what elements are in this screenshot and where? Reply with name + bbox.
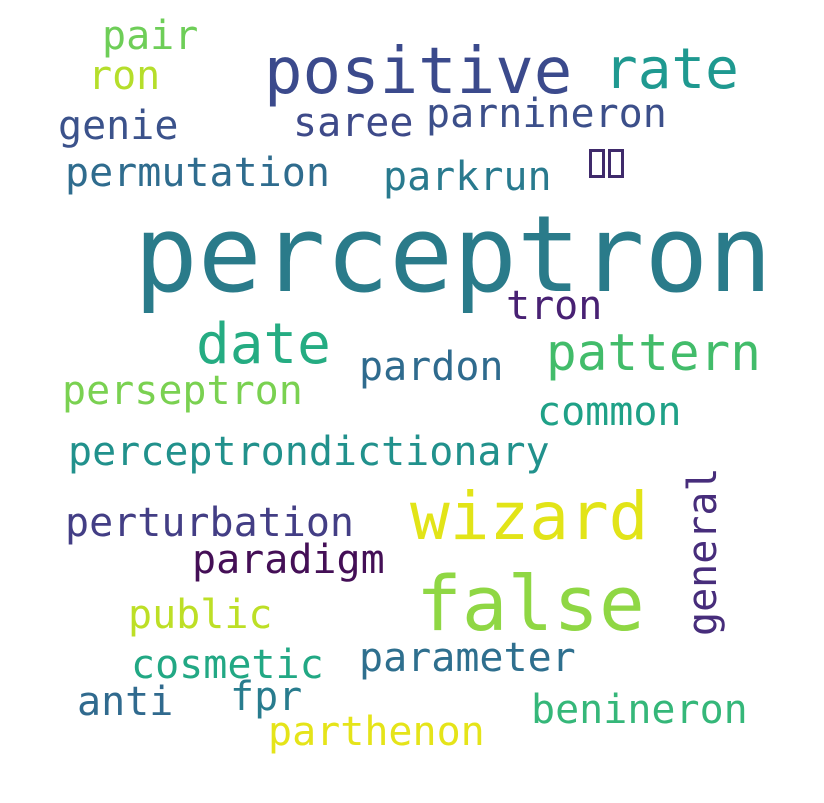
word-perturbation: perturbation [65,500,354,546]
word-pattern: pattern [546,324,761,383]
word-ron: ron [88,53,161,99]
word-common: common [537,389,682,435]
word-rate: rate [604,37,739,102]
word-public: public [128,592,273,638]
word-positive: positive [264,35,573,109]
word-parthenon: parthenon [268,709,485,755]
word-cosmetic: cosmetic [131,642,324,688]
word-general: general [680,467,726,636]
missing-glyph-icon [589,149,606,178]
word-paradigm: paradigm [192,537,385,583]
word-wizard: wizard [410,478,649,555]
missing-glyph-icon [608,149,625,178]
word-pardon: pardon [359,344,504,390]
word-tron: tron [506,283,603,329]
word-benineron: benineron [531,687,748,733]
word-perceptrondictionary: perceptrondictionary [68,429,550,475]
word-pair: pair [102,13,199,59]
word-fpr: fpr [230,674,303,720]
word-false: false [416,559,645,648]
word-saree: saree [293,100,414,146]
word-genie: genie [58,103,179,149]
word-perseptron: perseptron [62,368,303,414]
word-permutation: permutation [65,150,330,196]
word-parkrun: parkrun [383,154,552,200]
word-anti: anti [77,679,174,725]
word-perceptron: perceptron [134,193,773,316]
word-parnineron: parnineron [426,91,667,137]
word-parameter: parameter [359,635,576,681]
word-date: date [196,312,331,377]
word-tofu-glyphs [589,147,627,183]
